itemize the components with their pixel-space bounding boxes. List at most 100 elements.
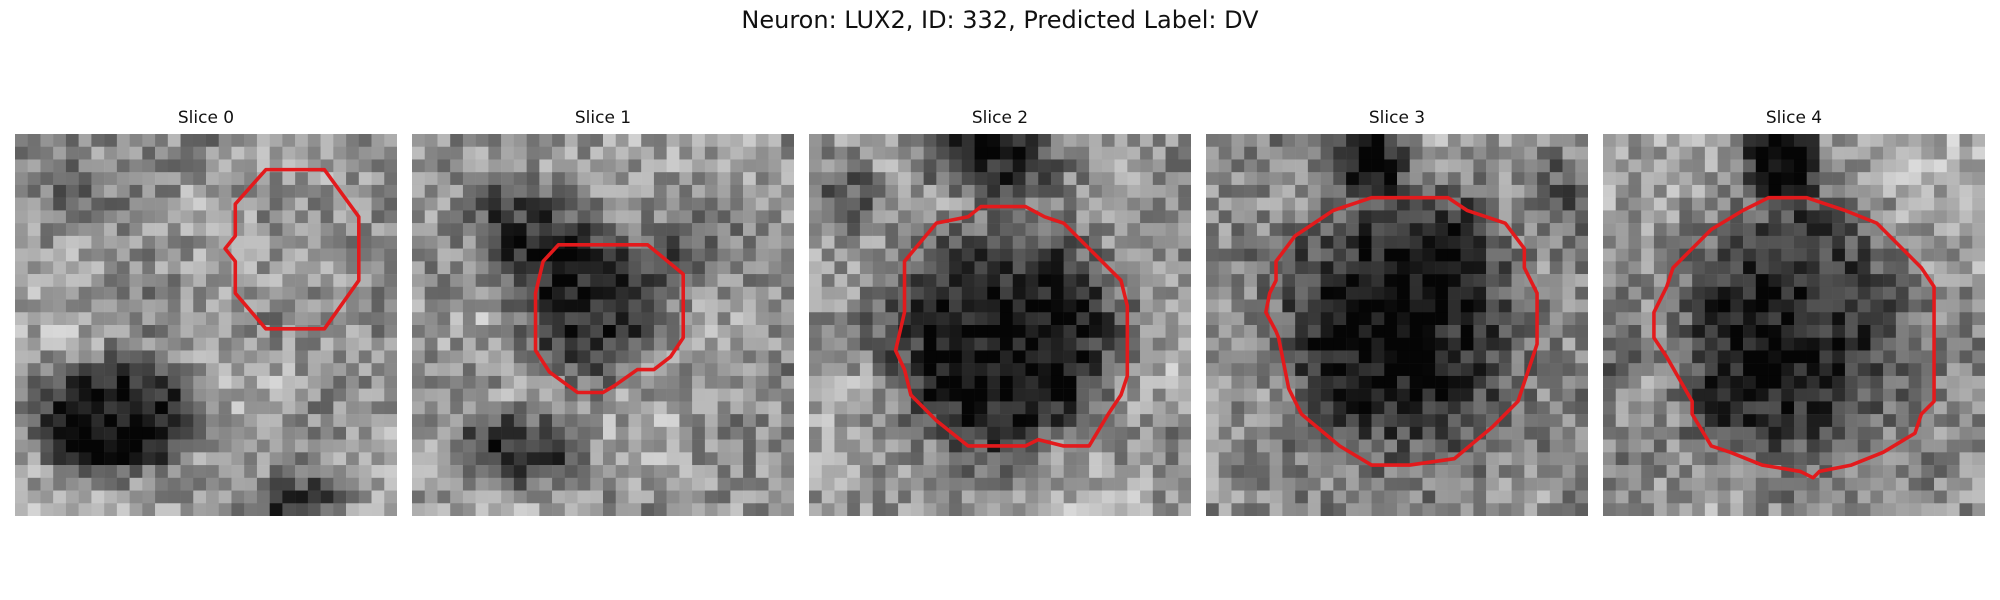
pixel [1946, 337, 1960, 351]
pixel [603, 426, 616, 440]
pixel [1524, 477, 1538, 491]
pixel [717, 401, 731, 415]
pixel [384, 146, 397, 160]
pixel [1641, 350, 1655, 364]
pixel [1397, 363, 1410, 377]
pixel [1794, 286, 1807, 300]
pixel [1063, 248, 1077, 262]
pixel [1946, 223, 1960, 237]
pixel [333, 223, 347, 237]
pixel [755, 465, 769, 479]
pixel [193, 375, 207, 389]
pixel [1384, 490, 1398, 504]
pixel [1679, 426, 1693, 440]
pixel [1921, 159, 1935, 173]
pixel [1101, 146, 1115, 160]
pixel [78, 439, 92, 453]
pixel [755, 210, 769, 224]
pixel [1959, 503, 1973, 516]
pixel [552, 299, 566, 313]
pixel [1972, 375, 1985, 389]
pixel [1358, 426, 1372, 440]
pixel [679, 146, 693, 160]
pixel [910, 235, 924, 249]
pixel [501, 172, 515, 186]
pixel [1806, 452, 1820, 466]
pixel [1946, 274, 1960, 288]
pixel [1256, 159, 1270, 173]
pixel [65, 465, 79, 479]
pixel [704, 350, 718, 364]
pixel [1819, 172, 1833, 186]
pixel [1165, 490, 1179, 504]
pixel [307, 477, 321, 491]
slice-title: Slice 0 [177, 108, 235, 128]
pixel [590, 299, 604, 313]
pixel [1320, 159, 1334, 173]
pixel [949, 350, 963, 364]
pixel [1511, 197, 1525, 211]
pixel [384, 286, 397, 300]
pixel [1256, 235, 1270, 249]
pixel [1883, 172, 1897, 186]
pixel [885, 325, 899, 338]
pixel [116, 184, 130, 198]
pixel [40, 235, 54, 249]
pixel [1012, 274, 1026, 288]
pixel [307, 375, 321, 389]
pixel [1537, 388, 1551, 402]
pixel [1307, 503, 1321, 516]
pixel [193, 325, 207, 338]
pixel [167, 439, 181, 453]
pixel [1562, 465, 1576, 479]
pixel [1320, 286, 1334, 300]
pixel [936, 477, 950, 491]
pixel [1269, 197, 1283, 211]
pixel [692, 375, 706, 389]
pixel [371, 477, 385, 491]
pixel [834, 401, 848, 415]
pixel [1511, 210, 1525, 224]
pixel [1101, 363, 1115, 377]
pixel [809, 210, 822, 224]
pixel [936, 439, 950, 453]
pixel [1358, 477, 1372, 491]
pixel [412, 159, 425, 173]
pixel [180, 286, 194, 300]
pixel [704, 261, 718, 275]
pixel [244, 375, 258, 389]
pixel [1679, 299, 1693, 313]
pixel [1806, 261, 1820, 275]
pixel [821, 490, 835, 504]
pixel [1486, 274, 1500, 288]
pixel [1320, 465, 1334, 479]
pixel [371, 350, 385, 364]
pixel [1934, 414, 1948, 428]
pixel [1959, 414, 1973, 428]
pixel [564, 274, 578, 288]
pixel [987, 210, 1001, 224]
pixel [781, 465, 794, 479]
pixel [1025, 159, 1039, 173]
pixel [1934, 274, 1948, 288]
pixel [307, 172, 321, 186]
slice-title: Slice 1 [574, 108, 632, 128]
pixel [949, 235, 963, 249]
pixel [1575, 312, 1588, 326]
pixel [218, 439, 232, 453]
pixel [603, 274, 616, 288]
pixel [1562, 286, 1576, 300]
pixel [717, 146, 731, 160]
pixel [1603, 426, 1616, 440]
pixel [641, 210, 655, 224]
pixel [1384, 146, 1398, 160]
pixel [501, 223, 515, 237]
pixel [1295, 261, 1309, 275]
pixel [834, 503, 848, 516]
pixel [666, 146, 680, 160]
pixel [653, 426, 667, 440]
pixel [1384, 184, 1398, 198]
pixel [1076, 477, 1090, 491]
pixel [1152, 312, 1166, 326]
pixel [872, 477, 886, 491]
